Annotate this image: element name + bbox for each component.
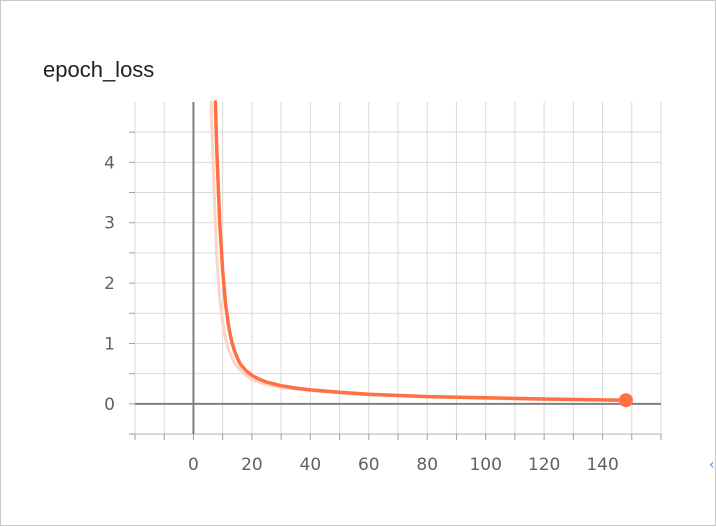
chart-title: epoch_loss xyxy=(43,57,155,82)
x-tick-label: 40 xyxy=(300,455,322,475)
series xyxy=(209,100,628,403)
last-point-marker xyxy=(618,393,633,408)
y-tick-label: 2 xyxy=(104,274,115,294)
y-tick-label: 1 xyxy=(104,334,115,354)
y-tick-label: 3 xyxy=(104,214,115,234)
y-tick-label: 4 xyxy=(104,153,115,173)
collapsed-panel-arrow-icon[interactable]: ‹ xyxy=(709,457,715,473)
markers xyxy=(618,393,633,408)
x-tick-label: 20 xyxy=(241,455,263,475)
tick-labels: 0 20 40 60 80 100 120 140 0 1 2 3 4 xyxy=(104,153,619,475)
x-tick-label: 0 xyxy=(188,455,199,475)
y-tick-label: 0 xyxy=(104,395,115,415)
axes xyxy=(129,102,662,440)
raw-loss-line xyxy=(209,100,628,403)
smoothed-loss-line xyxy=(213,100,628,402)
x-tick-label: 60 xyxy=(358,455,380,475)
x-tick-label: 80 xyxy=(416,455,438,475)
x-tick-label: 140 xyxy=(586,455,618,475)
x-tick-label: 100 xyxy=(469,455,501,475)
x-tick-label: 120 xyxy=(528,455,560,475)
